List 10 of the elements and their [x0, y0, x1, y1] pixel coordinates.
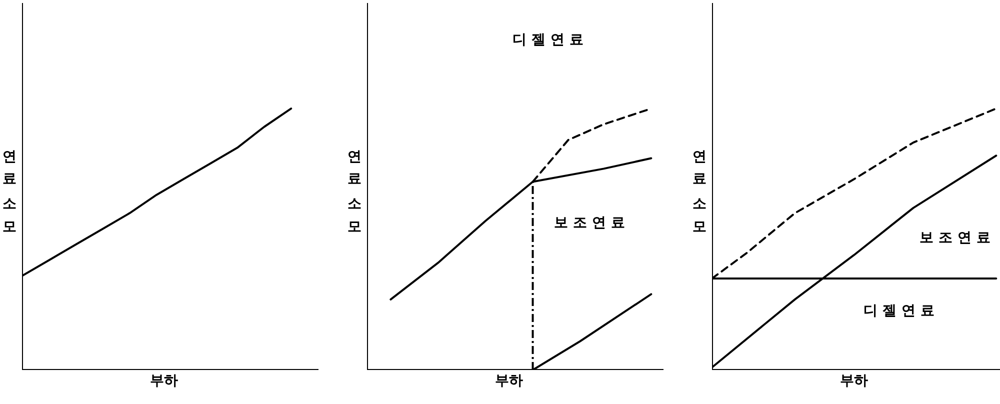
text: 디젤연료 [512, 32, 589, 48]
x-axis-title: 부하 [840, 372, 868, 390]
y-axis-title: 연료소모 [0, 140, 18, 236]
annotation: 보조연료 [920, 230, 996, 246]
y-axis-title: 연료소모 [690, 140, 708, 236]
annotation: 보조연료 [554, 215, 630, 232]
annotation: 디젤연료 [863, 303, 940, 320]
x-axis-title: 부하 [495, 372, 523, 390]
y-axis-title: 연료소모 [345, 140, 363, 236]
x-axis-title: 부하 [150, 372, 178, 390]
